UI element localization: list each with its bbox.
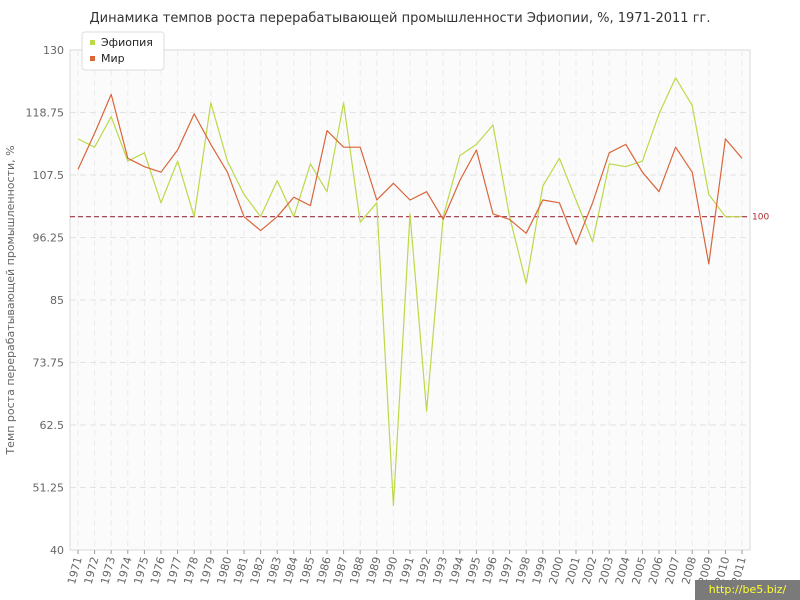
legend-box: [81, 31, 165, 71]
y-tick-label: 73.75: [33, 357, 65, 370]
x-axis-ticks: 1971197219731974197519761977197819791980…: [65, 550, 749, 586]
reference-line-label: 100: [752, 213, 769, 223]
y-tick-label: 40: [50, 544, 64, 557]
y-tick-label: 96.25: [33, 232, 65, 245]
y-tick-label: 85: [50, 294, 64, 307]
legend[interactable]: Эфиопия Мир: [81, 31, 165, 71]
legend-label-0: Эфиопия: [101, 36, 153, 49]
series-line-0: [77, 77, 742, 507]
y-tick-label: 62.5: [40, 419, 65, 432]
legend-label-1: Мир: [101, 52, 125, 65]
y-axis-label: Темп роста перерабатывающей промышленнос…: [4, 145, 17, 455]
y-tick-label: 51.25: [33, 482, 65, 495]
y-tick-label: 130: [43, 44, 64, 57]
grid: [70, 50, 750, 550]
chart-title: Динамика темпов роста перерабатывающей п…: [90, 11, 711, 26]
y-tick-label: 107.5: [33, 169, 65, 182]
watermark[interactable]: http://be5.biz/: [695, 580, 800, 600]
y-axis-ticks: 40 51.25 62.5 73.75 85 96.25 107.5 118.75 130: [26, 44, 65, 557]
series-group: [77, 77, 743, 507]
legend-swatch-1: [90, 56, 95, 61]
y-tick-label: 118.75: [26, 107, 65, 120]
legend-swatch-0: [90, 40, 95, 45]
series-line-1: [77, 93, 743, 265]
